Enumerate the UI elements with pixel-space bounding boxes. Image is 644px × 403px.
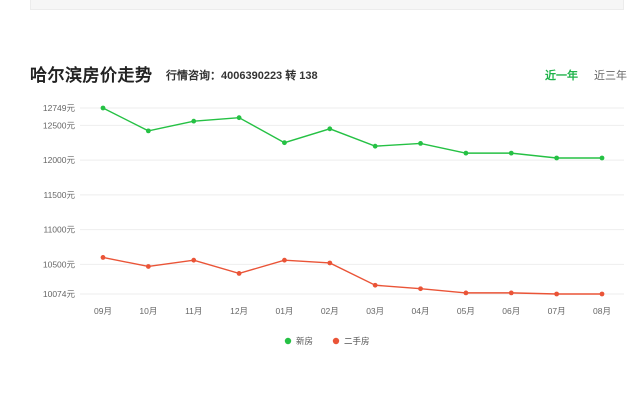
x-tick-label: 02月 [321, 306, 339, 316]
data-point[interactable] [145, 128, 151, 134]
data-point[interactable] [463, 150, 469, 156]
series-line [102, 256, 602, 295]
y-tick-label: 11500元 [43, 190, 75, 200]
y-tick-label: 12749元 [43, 103, 76, 113]
data-point[interactable] [327, 126, 333, 132]
legend-marker [284, 337, 292, 345]
x-tick-label: 10月 [139, 306, 157, 316]
data-point[interactable] [372, 282, 378, 288]
data-point[interactable] [100, 255, 106, 260]
y-tick-label: 10074元 [43, 289, 76, 299]
data-point[interactable] [100, 105, 106, 111]
data-point[interactable] [599, 155, 605, 161]
data-point[interactable] [554, 155, 560, 161]
x-tick-label: 12月 [230, 306, 248, 316]
series-line [102, 107, 602, 159]
data-point[interactable] [236, 115, 242, 121]
x-tick-label: 03月 [366, 306, 384, 316]
x-tick-label: 05月 [457, 306, 475, 316]
legend-marker [332, 337, 340, 345]
data-point[interactable] [418, 286, 423, 292]
x-tick-label: 08月 [593, 306, 611, 316]
data-point[interactable] [372, 143, 378, 149]
y-tick-label: 10500元 [43, 259, 76, 269]
data-point[interactable] [508, 290, 514, 296]
data-point[interactable] [463, 290, 469, 296]
x-tick-label: 01月 [275, 306, 293, 316]
y-tick-label: 11000元 [43, 225, 75, 235]
top-panel-edge [30, 0, 624, 10]
x-tick-label: 04月 [412, 306, 430, 316]
x-tick-label: 06月 [502, 306, 520, 316]
tab-one-year[interactable]: 近一年 [545, 70, 578, 82]
legend-label[interactable]: 二手房 [344, 336, 370, 346]
hotline-text: 行情咨询：4006390223 转 138 [166, 70, 318, 82]
data-point[interactable] [418, 140, 423, 146]
data-point[interactable] [554, 291, 560, 297]
data-point[interactable] [282, 257, 287, 263]
y-tick-label: 12000元 [43, 155, 76, 165]
data-point[interactable] [282, 140, 287, 146]
data-point[interactable] [236, 271, 242, 276]
data-point[interactable] [145, 264, 151, 269]
data-point[interactable] [599, 291, 605, 297]
data-point[interactable] [327, 260, 333, 266]
data-point[interactable] [508, 150, 514, 156]
y-tick-label: 12500元 [43, 120, 76, 130]
data-point[interactable] [191, 118, 197, 124]
x-tick-label: 11月 [185, 306, 202, 316]
legend-label[interactable]: 新房 [296, 336, 313, 346]
x-tick-label: 09月 [94, 306, 112, 316]
tab-three-years[interactable]: 近三年 [594, 70, 627, 82]
x-tick-label: 07月 [548, 306, 566, 316]
page-title: 哈尔滨房价走势 [30, 66, 153, 85]
data-point[interactable] [191, 257, 197, 263]
